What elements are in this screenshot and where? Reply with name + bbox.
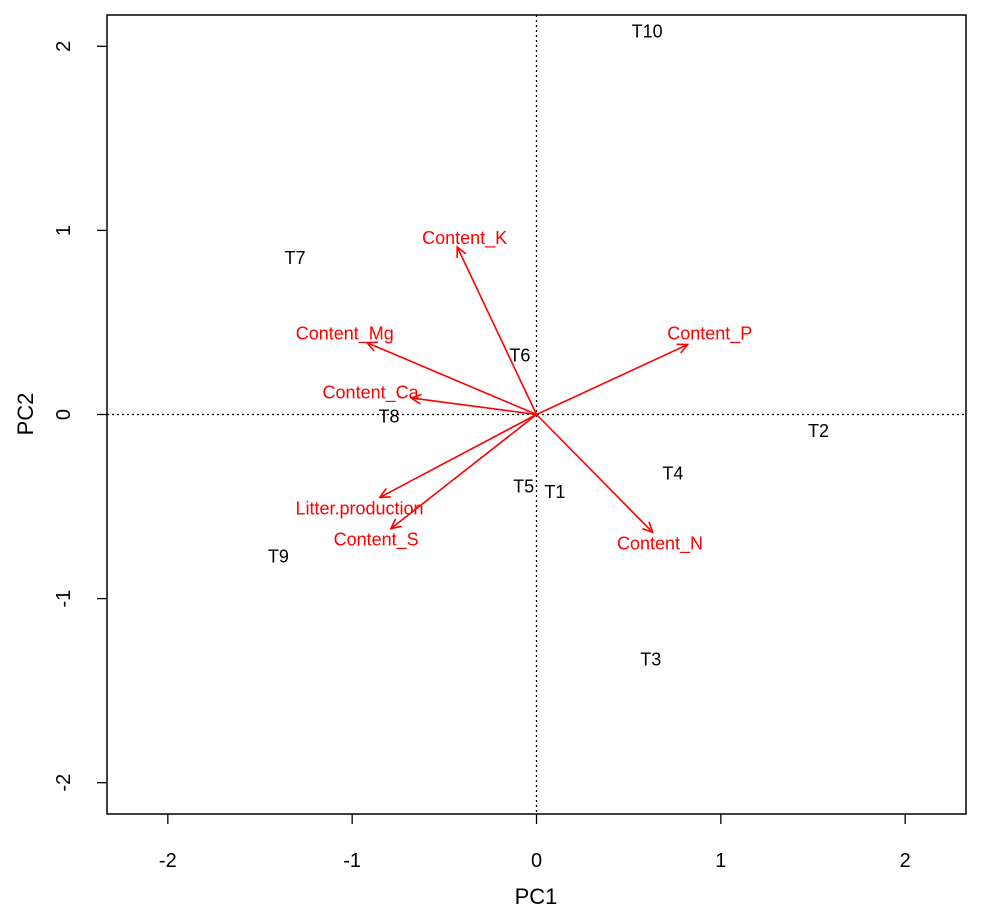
y-tick-label: 2	[53, 41, 75, 52]
variable-label: Content_Mg	[296, 323, 394, 344]
y-tick-label: -2	[53, 774, 75, 792]
variable-arrow	[535, 413, 654, 533]
arrow-head	[642, 521, 654, 534]
variable-arrow	[536, 343, 688, 416]
y-axis: -2 -1 0 1 2	[53, 41, 107, 792]
x-axis: -2 -1 0 1 2	[159, 814, 911, 872]
observation-label: T6	[509, 346, 530, 366]
x-tick-label: 2	[900, 850, 911, 872]
x-tick-label: -1	[343, 850, 361, 872]
variable-arrow	[411, 397, 537, 416]
variable-arrow	[366, 341, 537, 416]
variable-label: Content_N	[617, 533, 703, 554]
variable-label: Litter.production	[295, 498, 423, 518]
arrow-head	[365, 341, 378, 352]
observation-labels: T10 T7 T6 T8 T2 T4 T5 T1 T9 T3	[268, 22, 829, 670]
observation-label: T4	[662, 463, 683, 483]
observation-label: T9	[268, 546, 289, 566]
reference-lines	[107, 15, 966, 814]
variable-arrows: Content_K Content_P Content_Mg Content_Ca Li…	[295, 228, 752, 555]
arrow-head	[676, 343, 690, 354]
variable-label: Content_K	[422, 228, 507, 249]
variable-arrow	[390, 413, 537, 530]
observation-label: T2	[808, 421, 829, 441]
observation-label: T1	[544, 482, 565, 502]
y-axis-title: PC2	[13, 393, 38, 436]
y-tick-label: -1	[53, 590, 75, 608]
arrow-head	[409, 393, 422, 405]
x-tick-label: 1	[715, 850, 726, 872]
arrow-head	[456, 245, 467, 258]
y-tick-label: 1	[53, 225, 75, 236]
observation-label: T8	[379, 406, 400, 426]
observation-label: T10	[632, 22, 663, 42]
arrow-head	[389, 518, 402, 530]
observation-label: T7	[285, 248, 306, 268]
y-tick-label: 0	[53, 409, 75, 420]
observation-label: T3	[640, 649, 661, 669]
variable-label: Content_P	[667, 323, 752, 344]
variable-label: Content_S	[334, 530, 419, 551]
observation-label: T5	[513, 476, 534, 496]
variable-label: Content_Ca	[323, 382, 420, 403]
arrow-head	[378, 488, 391, 499]
variable-arrow	[456, 246, 538, 415]
x-axis-title: PC1	[515, 884, 558, 909]
variable-arrow	[379, 413, 537, 499]
x-tick-label: -2	[159, 850, 177, 872]
x-tick-label: 0	[531, 850, 542, 872]
